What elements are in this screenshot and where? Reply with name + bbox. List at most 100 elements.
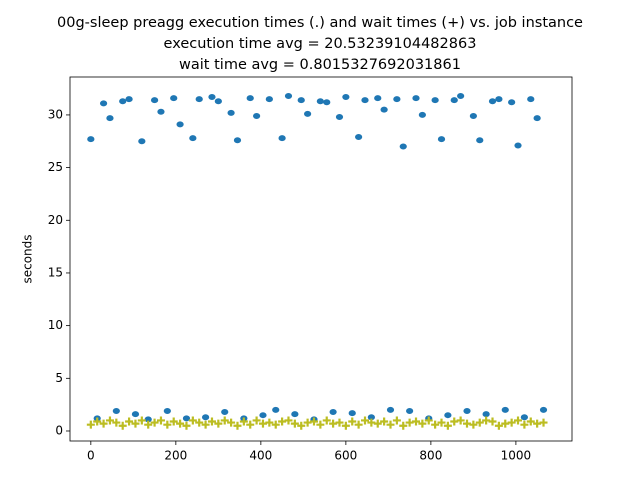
wait-marker (188, 416, 197, 425)
wait-marker (354, 420, 363, 429)
execution-point (457, 92, 465, 99)
execution-point (119, 98, 127, 105)
wait-marker (144, 420, 153, 429)
wait-marker (309, 417, 318, 426)
execution-point (380, 106, 388, 113)
execution-point (527, 96, 535, 103)
execution-point (208, 94, 216, 101)
wait-marker (227, 418, 236, 427)
execution-point (469, 112, 477, 119)
execution-point (182, 415, 191, 422)
execution-point (131, 411, 140, 418)
wait-marker (488, 417, 497, 426)
wait-marker (99, 419, 108, 428)
execution-point (214, 98, 222, 105)
wait-marker (290, 419, 299, 428)
wait-marker (469, 420, 478, 429)
execution-point (246, 95, 254, 102)
wait-marker (431, 420, 440, 429)
execution-point (437, 136, 446, 143)
wait-marker (494, 421, 503, 430)
execution-point (348, 410, 356, 417)
execution-point (495, 96, 503, 103)
execution-point (106, 115, 114, 122)
wait-marker (373, 419, 382, 428)
wait-marker (424, 416, 433, 425)
wait-marker (539, 418, 548, 427)
y-tick-label: 20 (48, 213, 63, 227)
wait-marker (265, 418, 274, 427)
wait-marker (348, 417, 357, 426)
execution-point (163, 407, 171, 414)
wait-marker (125, 417, 134, 426)
execution-point (284, 92, 293, 99)
y-tick-label: 10 (48, 318, 63, 332)
wait-marker (335, 418, 344, 427)
execution-point (195, 96, 203, 103)
wait-marker (195, 418, 204, 427)
execution-point (125, 96, 133, 103)
execution-point (87, 136, 95, 143)
wait-marker (252, 416, 261, 425)
wait-marker (322, 416, 331, 425)
wait-marker (297, 421, 306, 430)
execution-point (144, 416, 152, 423)
x-tick-label: 600 (334, 449, 357, 463)
execution-point (431, 97, 439, 104)
wait-marker (526, 417, 535, 426)
execution-point (278, 135, 286, 142)
wait-marker (443, 421, 452, 430)
execution-point (112, 407, 120, 414)
wait-marker (520, 420, 529, 429)
execution-point (329, 409, 337, 416)
execution-point (316, 98, 324, 105)
execution-point (259, 412, 267, 419)
execution-point (374, 95, 382, 102)
execution-point (399, 143, 407, 150)
x-tick-label: 800 (419, 449, 442, 463)
execution-point (386, 406, 395, 413)
wait-marker (392, 416, 401, 425)
execution-point (463, 407, 471, 414)
wait-marker (214, 419, 223, 428)
y-tick-label: 5 (55, 371, 63, 385)
wait-marker (456, 416, 465, 425)
wait-marker (380, 417, 389, 426)
x-tick-label: 400 (249, 449, 272, 463)
execution-point (355, 134, 363, 141)
execution-point (539, 406, 548, 413)
wait-marker (386, 420, 395, 429)
wait-marker (156, 416, 165, 425)
wait-marker (316, 420, 325, 429)
wait-marker (105, 416, 114, 425)
wait-marker (220, 416, 229, 425)
execution-point (488, 98, 497, 105)
execution-point (418, 111, 426, 118)
execution-point (508, 99, 516, 106)
y-axis-label: seconds (21, 234, 35, 283)
chart-title: 00g-sleep preagg execution times (.) and… (57, 15, 583, 31)
execution-point (99, 100, 108, 107)
chart-subtitle: execution time avg = 20.53239104482863 (164, 36, 477, 52)
wait-marker (412, 417, 421, 426)
execution-point (501, 406, 509, 413)
execution-point (138, 138, 146, 145)
wait-marker (131, 419, 140, 428)
execution-point (450, 97, 458, 104)
execution-point (176, 121, 184, 128)
execution-point (227, 109, 235, 116)
execution-point (304, 110, 312, 117)
wait-marker (163, 420, 172, 429)
execution-point (265, 96, 273, 103)
wait-marker (507, 418, 516, 427)
x-tick-label: 0 (87, 449, 95, 463)
wait-marker (233, 421, 242, 430)
y-tick-label: 0 (55, 423, 63, 437)
execution-point (170, 95, 178, 102)
execution-point (157, 108, 165, 115)
execution-point (201, 414, 210, 421)
execution-point (323, 99, 331, 106)
wait-marker (182, 421, 191, 430)
wait-marker (514, 416, 523, 425)
execution-point (514, 142, 522, 149)
